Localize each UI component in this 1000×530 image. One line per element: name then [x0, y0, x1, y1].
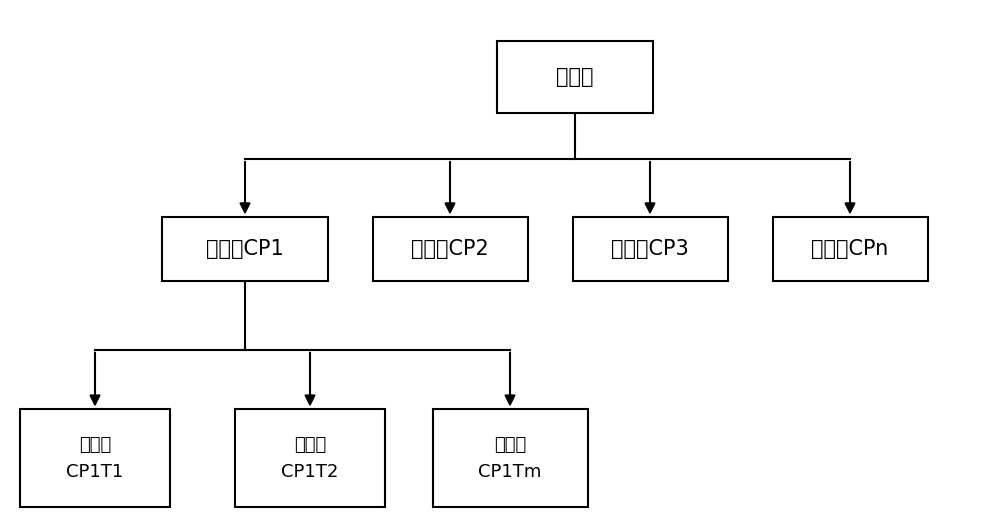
- Text: 子线程
CP1Tm: 子线程 CP1Tm: [478, 436, 542, 481]
- FancyBboxPatch shape: [772, 217, 928, 281]
- FancyBboxPatch shape: [572, 217, 728, 281]
- Text: 子进程CP1: 子进程CP1: [206, 239, 284, 259]
- FancyBboxPatch shape: [432, 409, 588, 508]
- Text: 子进程CPn: 子进程CPn: [811, 239, 889, 259]
- Text: 子线程
CP1T2: 子线程 CP1T2: [281, 436, 339, 481]
- FancyBboxPatch shape: [235, 409, 385, 508]
- Text: 子进程CP3: 子进程CP3: [611, 239, 689, 259]
- Text: 子进程CP2: 子进程CP2: [411, 239, 489, 259]
- FancyBboxPatch shape: [20, 409, 170, 508]
- FancyBboxPatch shape: [162, 217, 328, 281]
- Text: 子线程
CP1T1: 子线程 CP1T1: [66, 436, 124, 481]
- Text: 主进程: 主进程: [556, 67, 594, 87]
- FancyBboxPatch shape: [497, 41, 652, 113]
- FancyBboxPatch shape: [372, 217, 528, 281]
